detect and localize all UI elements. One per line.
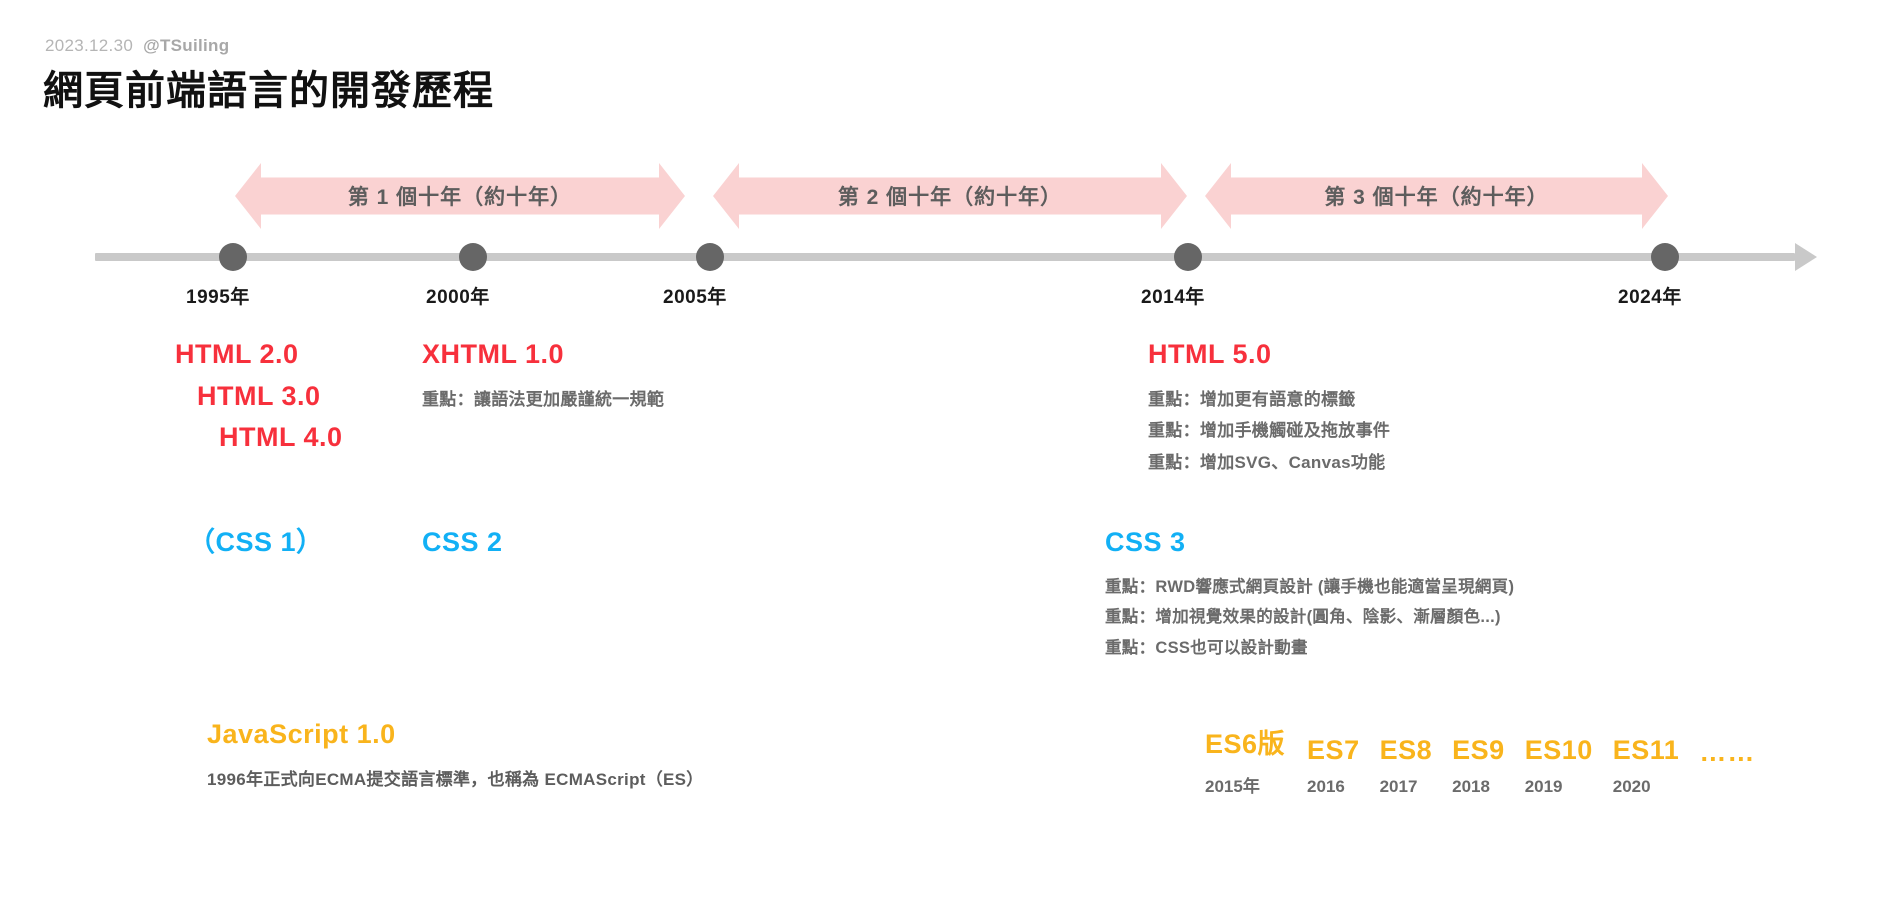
es-version-name: ES9	[1452, 735, 1505, 765]
es-version-item: ES11 2020	[1613, 735, 1680, 797]
es-version-name: ES11	[1612, 735, 1680, 765]
decade-label: 第 3 個十年（約十年）	[1324, 186, 1549, 209]
author-handle: @TSuiling	[143, 36, 230, 55]
timeline-dot	[696, 243, 724, 271]
decade-label: 第 1 個十年（約十年）	[347, 186, 573, 209]
es-more-ellipsis: ……	[1699, 737, 1756, 767]
timeline-dot	[459, 243, 487, 271]
es-version-year: 2016	[1307, 777, 1345, 796]
javascript-block: JavaScript 1.0 1996年正式向ECMA提交語言標準，也稱為 EC…	[207, 719, 704, 795]
css1-block: （CSS 1）	[188, 527, 324, 558]
es-version-year: 2019	[1524, 777, 1563, 796]
es-version-year: 2020	[1612, 777, 1651, 796]
html5-title: HTML 5.0	[1148, 339, 1272, 369]
es-version-name: ES8	[1379, 735, 1433, 765]
javascript-note: 1996年正式向ECMA提交語言標準，也稱為 ECMAScript（ES）	[207, 769, 704, 789]
es-version-name: ES7	[1307, 735, 1360, 765]
decade-arrow-3: 第 3 個十年（約十年）	[1205, 163, 1668, 229]
timeline-axis	[95, 253, 1795, 261]
es-version-item: ES7 2016	[1307, 735, 1360, 797]
es-version-year: 2018	[1452, 777, 1490, 796]
publish-date: 2023.12.30	[45, 36, 134, 55]
css3-note: 重點：增加視覺效果的設計(圓角、陰影、漸層顏色...)	[1105, 608, 1501, 627]
es-version-name: ES10	[1524, 735, 1593, 765]
css2-block: CSS 2	[422, 527, 503, 558]
timeline-dot	[1174, 243, 1202, 271]
es-version-item: ES10 2019	[1525, 735, 1593, 797]
es-version-year: 2015年	[1205, 777, 1260, 796]
es-version-item: ES9 2018	[1452, 735, 1505, 797]
xhtml-title: XHTML 1.0	[422, 339, 565, 369]
html-early-versions: HTML 2.0 HTML 3.0 HTML 4.0	[175, 339, 343, 465]
es-version-name: ES6版	[1205, 729, 1286, 759]
decade-arrow-band: 第 1 個十年（約十年） 第 2 個十年（約十年） 第 3 個十年（約十年）	[0, 163, 1900, 229]
timeline-year-label: 1995年	[186, 287, 250, 308]
es-version-item: ES6版 2015年	[1205, 722, 1285, 797]
css3-title: CSS 3	[1105, 527, 1186, 557]
es-version-item: ES8 2017	[1380, 735, 1433, 797]
timeline-dot	[219, 243, 247, 271]
decade-arrow-1: 第 1 個十年（約十年）	[235, 163, 685, 229]
css3-note: 重點：CSS也可以設計動畫	[1105, 638, 1308, 657]
timeline-year-label: 2024年	[1618, 287, 1682, 308]
timeline-year-label: 2000年	[426, 287, 490, 308]
html-version-label: HTML 3.0	[197, 380, 321, 411]
page-title: 網頁前端語言的開發歷程	[43, 69, 494, 113]
html5-note: 重點：增加SVG、Canvas功能	[1148, 452, 1386, 472]
decade-label: 第 2 個十年（約十年）	[837, 186, 1063, 209]
timeline-year-label: 2005年	[663, 287, 727, 308]
css3-block: CSS 3 重點：RWD響應式網頁設計 (讓手機也能適當呈現網頁) 重點：增加視…	[1105, 527, 1515, 663]
es-versions-row: ES6版 2015年 ES7 2016 ES8 2017 ES9 2018 ES10 2019 ES…	[1205, 722, 1755, 797]
html5-block: HTML 5.0 重點：增加更有語意的標籤 重點：增加手機觸碰及拖放事件 重點：…	[1148, 339, 1391, 478]
css1-title: （CSS 1）	[188, 527, 324, 557]
html-version-label: HTML 2.0	[175, 339, 299, 369]
timeline-year-label: 2014年	[1141, 287, 1205, 308]
byline: 2023.12.30 @TSuiling	[45, 36, 229, 56]
html-version-label: HTML 4.0	[219, 422, 343, 453]
css3-note: 重點：RWD響應式網頁設計 (讓手機也能適當呈現網頁)	[1105, 577, 1515, 596]
timeline-dot	[1651, 243, 1679, 271]
html5-note: 重點：增加更有語意的標籤	[1148, 389, 1356, 409]
html5-note: 重點：增加手機觸碰及拖放事件	[1148, 421, 1391, 441]
xhtml-note: 重點：讓語法更加嚴謹統一規範	[422, 389, 665, 409]
xhtml-block: XHTML 1.0 重點：讓語法更加嚴謹統一規範	[422, 339, 665, 415]
javascript-title: JavaScript 1.0	[207, 719, 396, 749]
axis-arrowhead-icon	[1795, 243, 1817, 271]
es-version-year: 2017	[1379, 777, 1418, 796]
decade-arrow-2: 第 2 個十年（約十年）	[713, 163, 1187, 229]
css2-title: CSS 2	[422, 527, 503, 557]
